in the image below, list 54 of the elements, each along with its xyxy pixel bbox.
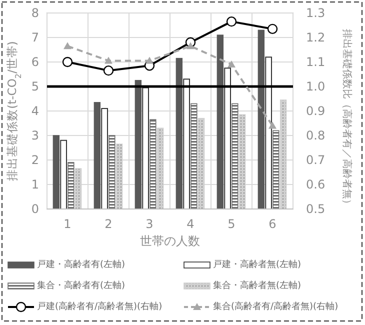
y-tick-label: 0 (31, 202, 39, 216)
bar (176, 58, 183, 210)
point (186, 42, 194, 50)
y2-tick-label: 1.3 (306, 6, 326, 20)
legend-label: 戸建・高齢者無(左軸) (213, 258, 302, 270)
point (146, 56, 154, 64)
point (267, 24, 278, 34)
x-tick-label: 6 (268, 217, 276, 232)
x-tick-label: 2 (104, 217, 112, 232)
bar (190, 103, 198, 210)
y-tick-label: 1 (31, 178, 39, 192)
y2-tick-label: 0.8 (306, 128, 326, 143)
bar (94, 102, 101, 210)
y2-axis-title: 排出基礎係数比（高齢者有／高齢者無） (341, 29, 353, 209)
bar (134, 80, 142, 210)
point (103, 65, 114, 76)
legend-label: 集合・高齢者無(左軸) (213, 280, 302, 291)
legend-label: 戸建・高齢者有(左軸) (37, 258, 126, 270)
y-tick-label: 8 (31, 6, 39, 20)
bar (150, 119, 156, 210)
y2-tick-label: 1.0 (306, 80, 326, 94)
point (104, 56, 112, 64)
x-tick-label: 4 (186, 217, 194, 232)
bar (108, 135, 116, 210)
y-tick-label: 6 (31, 55, 39, 70)
bar (232, 103, 238, 210)
point (268, 122, 276, 129)
x-tick-label: 5 (228, 217, 236, 232)
y2-tick-label: 1.2 (306, 30, 326, 45)
x-axis-title: 世帯の人数 (140, 234, 200, 248)
bar (216, 34, 224, 210)
y-tick-label: 3 (31, 128, 39, 143)
y2-tick-label: 0.7 (306, 153, 326, 168)
y2-tick-label: 1.1 (306, 55, 326, 70)
y2-tick-label: 0.5 (306, 202, 326, 216)
y-tick-label: 5 (31, 80, 39, 94)
legend-label: 戸建(高齢者有/高齢者無)(右軸) (37, 300, 162, 312)
point (62, 56, 73, 68)
x-tick-label: 1 (64, 217, 72, 232)
legend-label: 集合・高齢者有(左軸) (37, 280, 126, 291)
y2-tick-label: 0.6 (306, 178, 326, 192)
y-tick-label: 2 (31, 153, 39, 168)
x-tick-label: 3 (146, 217, 154, 232)
legend-label: 集合(高齢者有/高齢者無)(右軸) (213, 300, 338, 312)
y-tick-label: 7 (31, 30, 39, 45)
bar (52, 135, 60, 210)
bar (68, 162, 74, 210)
bar (272, 130, 280, 210)
point (228, 60, 236, 68)
bar (258, 30, 265, 210)
point (226, 16, 237, 27)
y2-tick-label: 0.9 (306, 104, 326, 118)
point (64, 42, 72, 50)
y-tick-label: 4 (31, 104, 39, 118)
